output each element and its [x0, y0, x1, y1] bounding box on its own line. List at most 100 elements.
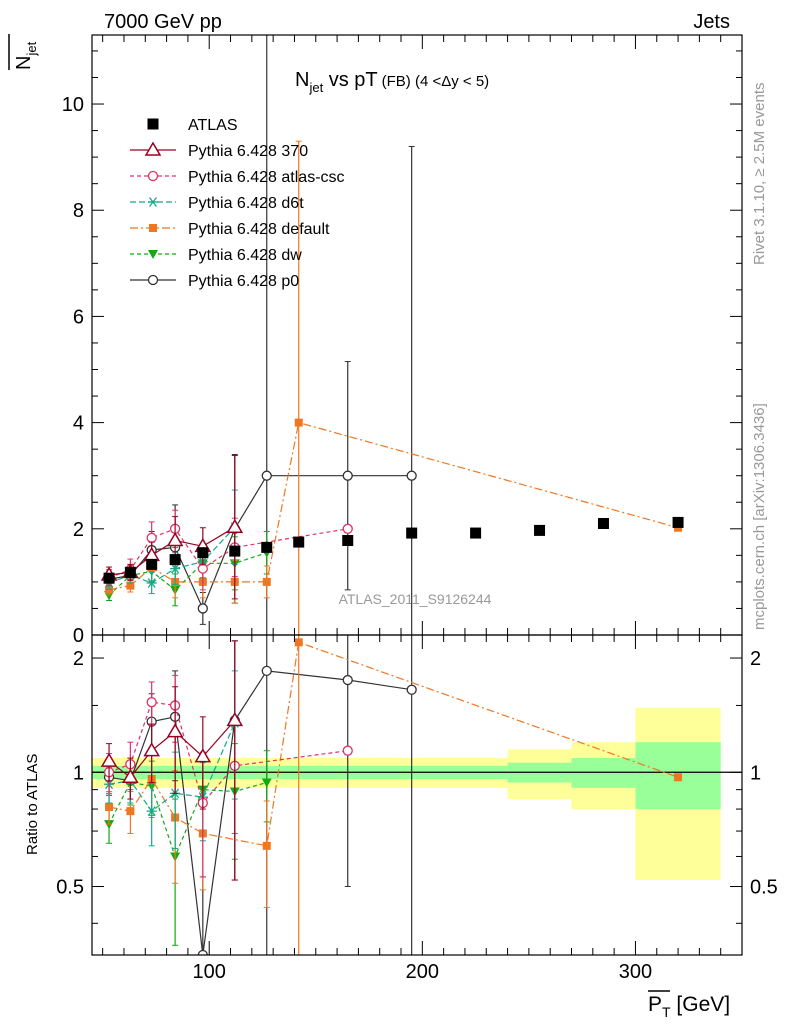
data-point [100, 752, 118, 767]
ratio-frame [91, 634, 743, 956]
series-line [108, 720, 236, 779]
main-series-atlas [103, 516, 684, 584]
data-point [226, 518, 244, 533]
header-left-label: 7000 GeV pp [104, 11, 222, 33]
data-point [122, 768, 139, 784]
x-label-unit: [GeV] [671, 993, 731, 1016]
data-point [294, 418, 303, 427]
data-point [126, 581, 135, 590]
chart-title: Njet vs pT (FB) (4 <Δy < 5) [295, 69, 489, 95]
data-point [166, 723, 184, 738]
main-y-tick-label: 4 [73, 413, 84, 435]
side-label-mcplots: mcplots.cern.ch [arXiv:1306.3436] [751, 403, 768, 630]
legend-item-pythia-6-428-p0: Pythia 6.428 p0 [130, 273, 299, 290]
data-point [226, 711, 244, 727]
data-point [261, 778, 272, 788]
legend-label: Pythia 6.428 dw [188, 247, 302, 264]
legend: ATLAS Pythia 6.428 370 Pythia 6.428 atlas-… [130, 117, 345, 290]
chart-title-mid: vs pT [323, 69, 377, 91]
ratio-y-tick-label-right: 1 [750, 762, 761, 784]
main-series-pythia-6-428-atlas-csc [103, 509, 353, 591]
series-line [108, 781, 267, 859]
main-y-label-sub: jet [24, 41, 39, 56]
legend-item-atlas: ATLAS [147, 117, 238, 134]
data-point [261, 470, 272, 481]
data-point [262, 841, 271, 850]
header-right-label: Jets [693, 11, 730, 33]
main-y-label-main: N [13, 56, 35, 70]
ratio-plot-area [100, 635, 683, 955]
data-point [674, 773, 683, 782]
data-point [406, 684, 417, 695]
legend-item-pythia-6-428-default: Pythia 6.428 default [130, 221, 330, 238]
legend-label: Pythia 6.428 atlas-csc [188, 169, 345, 186]
ratio-y-tick-label-right: 2 [750, 648, 761, 670]
data-point [342, 674, 353, 686]
x-label-main: P [648, 993, 662, 1016]
data-point [170, 563, 181, 574]
data-point [126, 807, 135, 816]
legend-item-pythia-6-428-dw: Pythia 6.428 dw [130, 247, 302, 264]
data-point [294, 638, 303, 647]
data-point [146, 697, 157, 708]
svg-text:Njet: Njet [13, 41, 39, 70]
x-tick-label: 300 [619, 961, 652, 983]
ratio-y-tick-label-left: 0.5 [56, 877, 84, 899]
legend-marker [148, 250, 158, 259]
data-point [261, 665, 272, 677]
legend-label: Pythia 6.428 d6t [188, 195, 304, 212]
data-point [470, 527, 482, 539]
main-y-tick-label: 8 [73, 200, 84, 222]
series-line [108, 701, 348, 805]
data-point [197, 949, 208, 955]
main-plot-area [100, 35, 684, 635]
data-point [597, 517, 609, 529]
main-y-axis-label: Njet [8, 34, 39, 70]
data-point [672, 516, 684, 528]
main-series-group [100, 35, 684, 635]
legend-marker [144, 141, 162, 156]
data-point [124, 566, 136, 578]
side-label-rivet: Rivet 3.1.10, ≥ 2.5M events [751, 83, 768, 266]
data-point [534, 524, 546, 536]
main-y-tick-label: 10 [62, 94, 84, 116]
series-line [108, 641, 679, 847]
data-point [197, 547, 209, 559]
legend-item-pythia-6-428-atlas-csc: Pythia 6.428 atlas-csc [130, 169, 345, 186]
legend-label: Pythia 6.428 p0 [188, 273, 299, 290]
data-point [406, 527, 418, 539]
series-line [108, 421, 679, 591]
data-point [342, 470, 353, 481]
analysis-watermark: ATLAS_2011_S9126244 [339, 591, 492, 607]
legend-item-pythia-6-428-d6t: Pythia 6.428 d6t [130, 195, 304, 212]
data-point [261, 541, 273, 553]
legend-label: Pythia 6.428 default [188, 221, 330, 238]
ratio-y-tick-label-right: 0.5 [750, 877, 778, 899]
legend-marker [147, 118, 159, 130]
data-point [146, 578, 157, 588]
data-point [293, 536, 305, 548]
main-y-tick-label: 6 [73, 306, 84, 328]
data-point [406, 470, 417, 481]
data-point [166, 531, 184, 547]
legend-marker [149, 224, 157, 232]
data-point [229, 545, 241, 557]
x-tick-label: 200 [406, 961, 439, 983]
data-point [143, 742, 160, 757]
data-point [146, 806, 157, 817]
legend-marker [147, 170, 159, 182]
data-point [197, 603, 208, 614]
data-point [169, 554, 181, 566]
ratio-y-axis-label: Ratio to ATLAS [24, 754, 41, 855]
ratio-series-group [100, 635, 683, 955]
chart-title-sub: jet [308, 80, 323, 95]
legend-item-pythia-6-428-370: Pythia 6.428 370 [130, 141, 308, 160]
data-point [262, 577, 271, 586]
legend-label: Pythia 6.428 370 [188, 143, 308, 160]
data-point [342, 534, 354, 546]
ratio-band-inner [571, 758, 636, 788]
chart-title-main: N [295, 69, 309, 91]
legend-marker [148, 197, 158, 207]
